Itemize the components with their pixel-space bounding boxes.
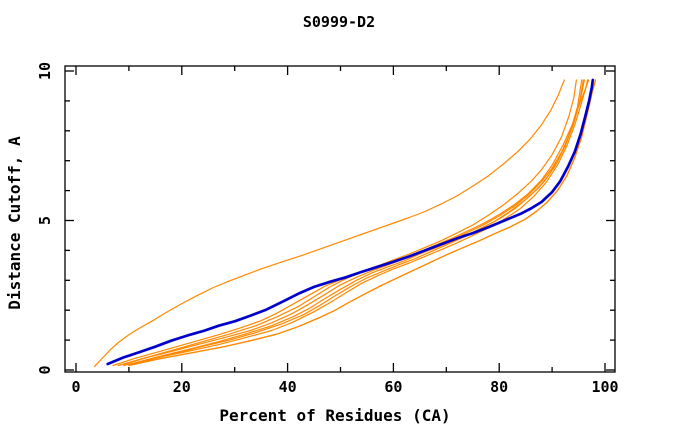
reference-curve	[106, 78, 595, 366]
y-axis-label: Distance Cutoff, A	[5, 136, 24, 310]
x-tick-label: 60	[384, 378, 402, 396]
x-axis-label: Percent of Residues (CA)	[219, 406, 450, 425]
y-tick-label: 0	[36, 365, 54, 374]
x-tick-label: 40	[279, 378, 297, 396]
model-curve-8	[128, 79, 597, 367]
x-tick-label: 20	[173, 378, 191, 396]
model-curve-7	[122, 79, 589, 367]
plot-frame	[64, 65, 616, 373]
x-tick-label: 80	[490, 378, 508, 396]
axis-ticks	[65, 66, 615, 372]
model-curve-4	[128, 79, 586, 366]
model-curve-2	[122, 79, 578, 366]
axis-tick-labels: 0 20 40 60 80 100 0 5 10	[36, 62, 619, 396]
y-tick-label: 10	[36, 62, 54, 80]
x-tick-label: 0	[71, 378, 80, 396]
y-tick-label: 5	[36, 216, 54, 225]
model-curve-6	[133, 79, 584, 365]
x-tick-label: 100	[591, 378, 618, 396]
plot-title: S0999-D2	[303, 13, 375, 31]
frame-rect	[64, 65, 616, 373]
data-series-curves	[93, 78, 597, 367]
model-curve-3	[117, 79, 583, 367]
model-curve-1	[93, 79, 565, 367]
